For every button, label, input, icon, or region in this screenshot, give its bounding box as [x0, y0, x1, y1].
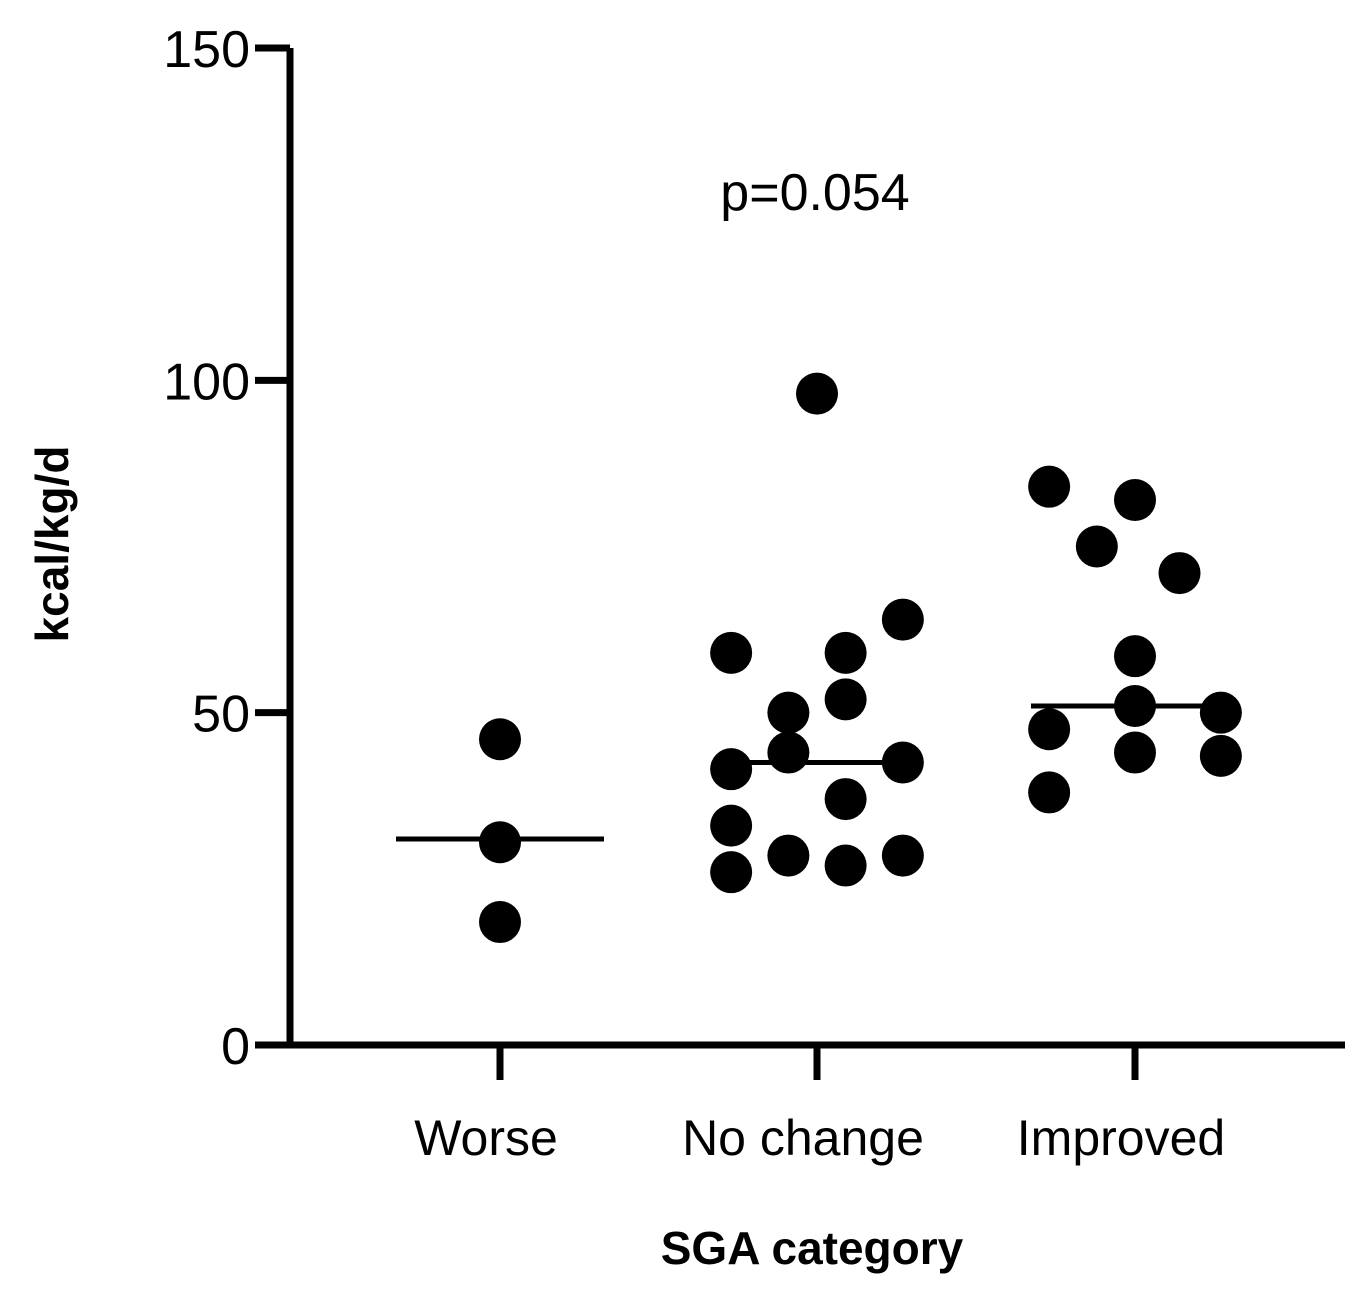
y-tick-label: 0 — [221, 1018, 250, 1076]
y-tick-label: 50 — [192, 686, 250, 744]
data-point-2-8 — [1114, 731, 1156, 774]
data-point-0-1 — [479, 821, 521, 864]
data-point-1-10 — [710, 804, 753, 847]
data-point-1-13 — [824, 844, 867, 887]
data-point-1-5 — [767, 691, 810, 734]
data-point-2-4 — [1114, 635, 1156, 678]
y-tick-label: 150 — [163, 21, 250, 79]
data-point-1-3 — [824, 631, 867, 674]
data-point-1-12 — [881, 834, 924, 877]
data-point-1-14 — [710, 851, 753, 894]
y-ticks: 0 50 100 150 — [163, 21, 290, 1076]
x-ticks: Worse No change Improved — [414, 1045, 1225, 1166]
data-point-2-7 — [1028, 708, 1071, 751]
y-axis-title: kcal/kg/d — [26, 446, 78, 643]
data-point-2-1 — [1114, 478, 1156, 521]
data-point-2-6 — [1199, 691, 1242, 734]
data-point-2-10 — [1028, 771, 1071, 814]
data-point-0-2 — [479, 901, 521, 944]
data-point-1-0 — [796, 372, 838, 415]
data-point-1-8 — [710, 748, 753, 791]
data-marks — [396, 372, 1242, 944]
x-axis-title: SGA category — [661, 1222, 964, 1274]
data-point-1-1 — [881, 598, 924, 641]
data-point-2-9 — [1199, 734, 1242, 777]
data-point-2-3 — [1158, 552, 1201, 595]
y-tick-label: 100 — [163, 353, 250, 411]
p-value-annotation: p=0.054 — [720, 164, 909, 222]
data-point-1-11 — [767, 834, 810, 877]
data-point-1-9 — [824, 778, 867, 821]
data-point-2-0 — [1028, 465, 1071, 508]
x-category-label: Improved — [1017, 1110, 1225, 1166]
x-category-label: Worse — [414, 1110, 558, 1166]
data-point-1-6 — [767, 731, 810, 774]
data-point-1-4 — [824, 678, 867, 721]
data-point-1-2 — [710, 631, 753, 674]
data-point-2-2 — [1075, 525, 1118, 568]
x-category-label: No change — [682, 1110, 924, 1166]
data-point-0-0 — [479, 718, 521, 761]
